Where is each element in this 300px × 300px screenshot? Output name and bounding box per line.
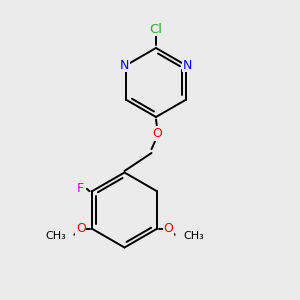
Text: F: F [76,182,84,195]
Text: N: N [120,59,129,72]
Text: CH₃: CH₃ [183,231,204,241]
Text: O: O [153,127,162,140]
Text: O: O [76,222,86,235]
Text: CH₃: CH₃ [45,231,66,241]
Text: N: N [183,59,192,72]
Text: O: O [163,222,173,235]
Text: Cl: Cl [149,22,163,36]
